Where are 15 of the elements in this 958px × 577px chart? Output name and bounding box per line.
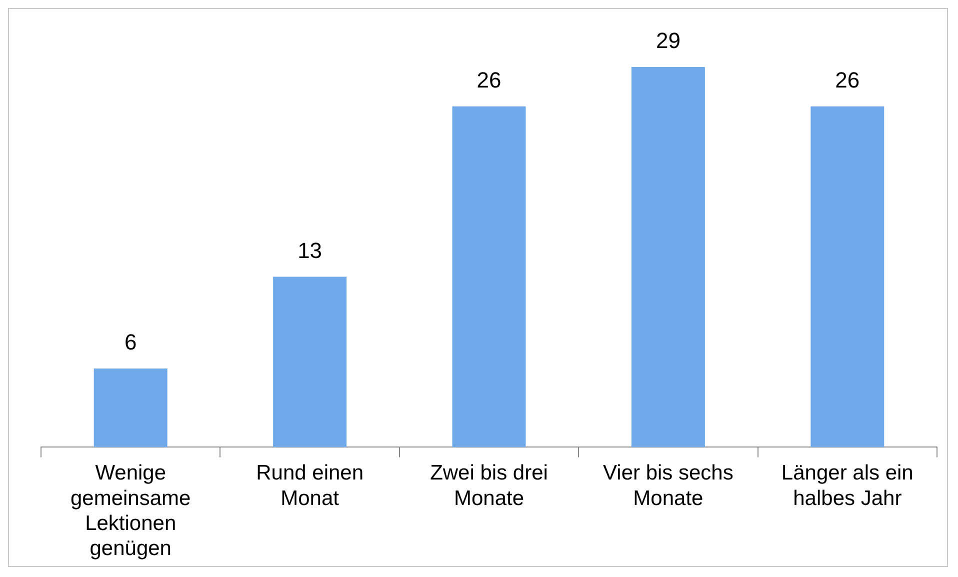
bar <box>273 276 347 448</box>
data-label: 29 <box>656 28 680 54</box>
x-tick-label: Länger als ein halbes Jahr <box>781 462 914 510</box>
x-tick-label: Vier bis sechs Monate <box>603 462 734 510</box>
bar <box>631 67 705 448</box>
data-label: 13 <box>298 238 322 263</box>
data-label: 26 <box>835 67 860 92</box>
bar <box>94 368 168 448</box>
data-label: 6 <box>124 330 137 355</box>
x-tick-label: Zwei bis drei Monate <box>430 462 548 510</box>
bar <box>810 106 884 448</box>
x-tick-label: Rund einen Monat <box>256 462 364 510</box>
data-label: 26 <box>476 67 502 92</box>
x-tick-label: Wenige gemeinsame Lektionen genügen <box>70 462 191 560</box>
bar <box>452 106 526 448</box>
